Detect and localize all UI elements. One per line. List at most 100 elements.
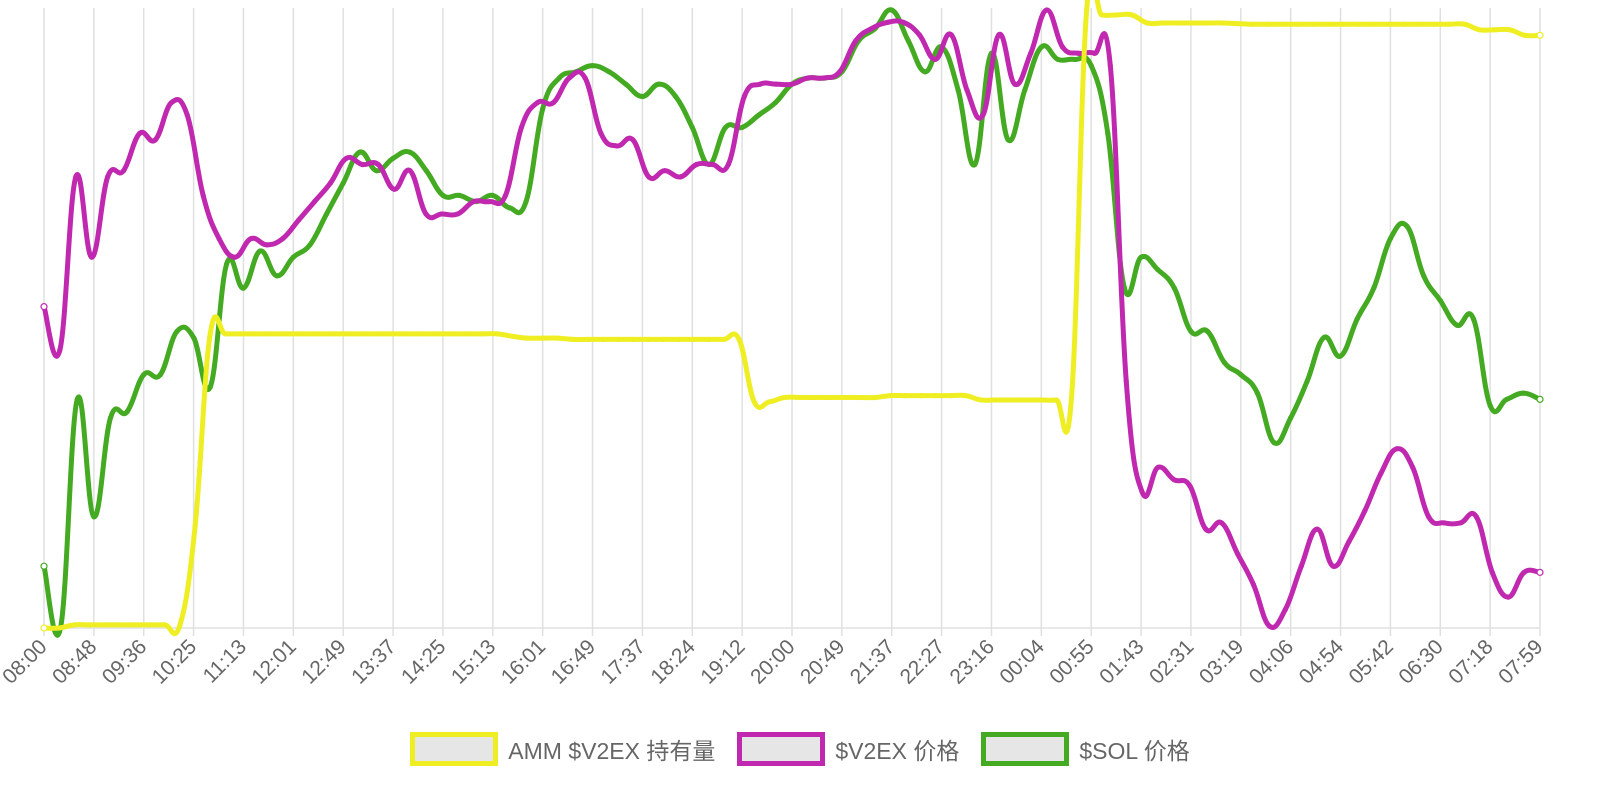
data-point[interactable] [327,180,334,186]
data-point[interactable] [1401,21,1407,27]
data-point[interactable] [773,81,779,87]
data-point[interactable] [540,335,546,341]
data-point[interactable] [1250,582,1257,588]
data-point[interactable] [136,131,143,137]
data-point[interactable] [948,32,954,38]
data-point[interactable] [1346,538,1352,545]
data-point[interactable] [524,335,531,341]
data-point[interactable] [373,168,380,174]
data-point[interactable] [1378,470,1384,477]
data-point[interactable] [162,622,168,628]
data-point[interactable] [709,161,716,168]
data-point[interactable] [1410,464,1416,470]
data-point[interactable] [1295,21,1301,27]
data-point[interactable] [1522,32,1528,38]
data-point[interactable] [821,75,827,81]
data-point[interactable] [1431,21,1437,27]
data-point[interactable] [1371,21,1377,27]
data-point[interactable] [1280,21,1286,27]
data-point[interactable] [1220,20,1226,26]
data-point[interactable] [152,137,159,143]
data-point[interactable] [252,331,259,337]
data-point[interactable] [1457,520,1464,526]
data-point[interactable] [207,384,213,390]
data-point[interactable] [240,285,247,291]
data-point[interactable] [722,124,729,131]
data-point[interactable] [1114,12,1120,18]
data-point[interactable] [1159,20,1165,26]
data-point[interactable] [1219,520,1225,526]
data-point[interactable] [40,303,48,311]
data-point[interactable] [434,331,440,337]
data-point[interactable] [307,242,313,248]
data-point[interactable] [948,393,954,399]
data-point[interactable] [509,333,516,339]
data-point[interactable] [623,81,629,87]
data-point[interactable] [359,161,365,168]
data-point[interactable] [1362,507,1368,514]
data-point[interactable] [646,174,652,180]
data-point[interactable] [358,331,364,337]
data-point[interactable] [1536,31,1544,39]
data-point[interactable] [1139,489,1145,495]
data-point[interactable] [343,155,349,161]
data-point[interactable] [550,100,556,106]
data-point[interactable] [298,331,304,337]
data-point[interactable] [1282,606,1288,613]
data-point[interactable] [1008,397,1014,403]
data-point[interactable] [540,106,546,112]
data-point[interactable] [479,331,485,337]
data-point[interactable] [313,331,319,337]
data-point[interactable] [1298,563,1304,569]
data-point[interactable] [853,38,859,44]
data-point[interactable] [232,254,238,260]
data-point[interactable] [132,622,138,628]
data-point[interactable] [566,75,572,81]
data-point[interactable] [1314,526,1320,532]
data-point[interactable] [1055,56,1061,63]
data-point[interactable] [280,236,286,242]
data-point[interactable] [141,372,147,378]
data-point[interactable] [147,622,153,628]
data-point[interactable] [614,143,620,149]
data-point[interactable] [1099,12,1105,18]
data-point[interactable] [916,32,922,38]
data-point[interactable] [1005,137,1011,143]
data-point[interactable] [1304,378,1310,384]
data-point[interactable] [296,217,302,223]
data-point[interactable] [812,394,818,401]
data-point[interactable] [283,331,289,337]
data-point[interactable] [224,260,230,266]
data-point[interactable] [570,336,576,342]
data-point[interactable] [1489,569,1495,575]
data-point[interactable] [274,273,280,279]
data-point[interactable] [177,622,183,628]
data-point[interactable] [1266,623,1273,629]
data-point[interactable] [689,124,695,131]
data-point[interactable] [1473,514,1479,520]
data-point[interactable] [721,336,727,342]
data-point[interactable] [487,198,493,205]
data-point[interactable] [1203,526,1209,532]
data-point[interactable] [1038,397,1044,403]
data-point[interactable] [73,174,79,180]
data-point[interactable] [1171,285,1177,291]
data-point[interactable] [585,336,591,342]
data-point[interactable] [423,211,429,217]
data-point[interactable] [89,254,95,260]
data-point[interactable] [964,87,970,93]
data-point[interactable] [56,625,62,631]
data-point[interactable] [440,192,446,198]
data-point[interactable] [1068,394,1075,400]
data-point[interactable] [1387,236,1394,242]
data-point[interactable] [1155,464,1161,470]
data-point[interactable] [1394,446,1400,452]
data-point[interactable] [630,137,636,143]
data-point[interactable] [1446,21,1452,27]
data-point[interactable] [645,336,652,342]
data-point[interactable] [1084,7,1090,13]
data-point[interactable] [600,336,606,342]
data-point[interactable] [980,112,986,118]
data-point[interactable] [693,161,700,168]
data-point[interactable] [691,336,697,342]
